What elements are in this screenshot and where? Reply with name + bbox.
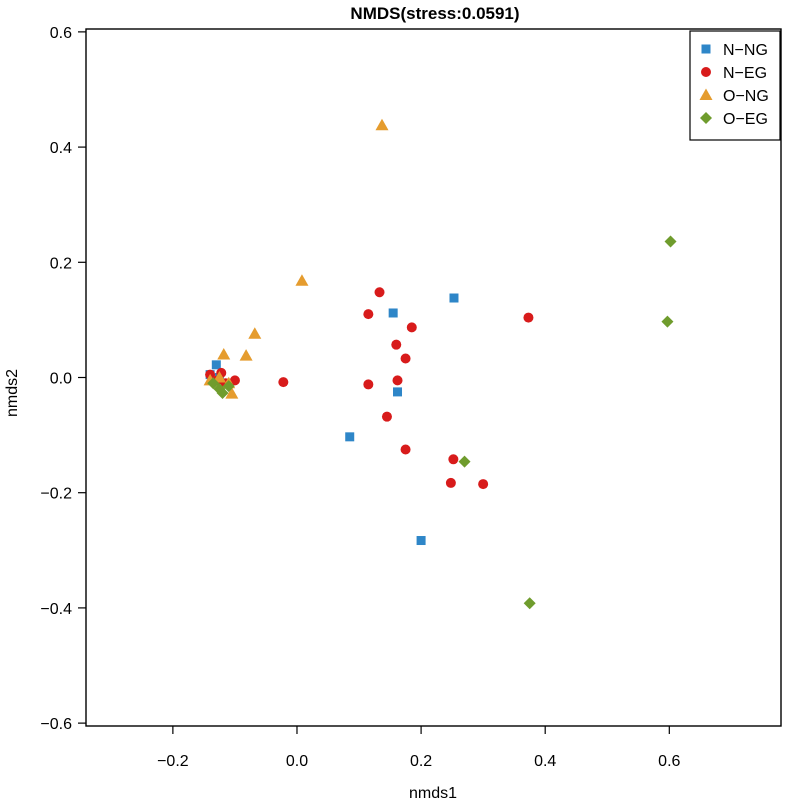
data-point	[391, 339, 402, 350]
data-point	[458, 455, 471, 468]
data-point	[375, 118, 389, 131]
data-point	[216, 387, 229, 400]
data-point	[392, 375, 403, 386]
data-point	[295, 274, 309, 286]
data-point	[225, 387, 239, 399]
data-point	[661, 315, 674, 328]
data-point	[393, 387, 403, 397]
y-tick-label: −0.6	[40, 716, 72, 733]
data-point	[478, 479, 489, 490]
data-point	[363, 309, 374, 320]
chart-title: NMDS(stress:0.0591)	[350, 4, 519, 23]
data-point	[222, 380, 235, 393]
data-point	[239, 349, 253, 361]
series-circle	[205, 287, 534, 490]
data-point	[212, 371, 226, 383]
data-point	[416, 536, 426, 546]
data-point	[381, 411, 392, 422]
y-tick-label: 0.4	[50, 140, 72, 157]
data-point	[523, 312, 534, 323]
data-point	[406, 322, 417, 333]
y-axis-title: nmds2	[4, 369, 21, 417]
legend-label: N−EG	[723, 65, 767, 82]
legend-marker	[699, 88, 713, 100]
data-point	[448, 454, 459, 465]
legend: N−NG N−EG O−NG O−EG	[689, 30, 781, 141]
legend-marker	[700, 112, 712, 124]
legend-label: O−NG	[723, 88, 769, 105]
data-point	[449, 293, 459, 303]
legend-marker	[701, 67, 711, 77]
data-point	[248, 327, 262, 339]
data-point	[445, 477, 456, 488]
y-tick-label: 0.2	[50, 255, 72, 272]
legend-label: N−NG	[723, 42, 768, 59]
data-point	[278, 377, 289, 388]
series-triangle	[203, 118, 389, 399]
legend-marker	[701, 44, 711, 54]
data-point	[345, 432, 355, 442]
data-points	[203, 118, 677, 610]
x-tick-label: −0.2	[157, 753, 189, 770]
y-tick-label: −0.4	[40, 601, 72, 618]
data-point	[400, 353, 411, 364]
y-tick-label: −0.2	[40, 486, 72, 503]
legend-label: O−EG	[723, 111, 768, 128]
x-axis: −0.2 0.0 0.2 0.4 0.6	[157, 726, 681, 770]
data-point	[229, 375, 240, 386]
data-point	[211, 360, 221, 370]
x-tick-label: 0.4	[534, 753, 556, 770]
data-point	[400, 444, 411, 455]
data-point	[664, 235, 677, 248]
y-tick-label: 0.6	[50, 25, 72, 42]
data-point	[374, 287, 385, 298]
x-tick-label: 0.2	[410, 753, 432, 770]
x-tick-label: 0.6	[658, 753, 680, 770]
y-tick-label: 0.0	[50, 371, 72, 388]
y-axis: −0.6 −0.4 −0.2 0.0 0.2 0.4 0.6	[40, 25, 86, 733]
data-point	[388, 308, 398, 318]
x-axis-title: nmds1	[409, 785, 457, 802]
series-diamond	[207, 235, 677, 610]
data-point	[363, 379, 374, 390]
x-tick-label: 0.0	[286, 753, 308, 770]
series-square	[205, 293, 459, 546]
data-point	[217, 347, 231, 360]
plot-area-frame	[85, 28, 782, 727]
data-point	[523, 597, 536, 610]
